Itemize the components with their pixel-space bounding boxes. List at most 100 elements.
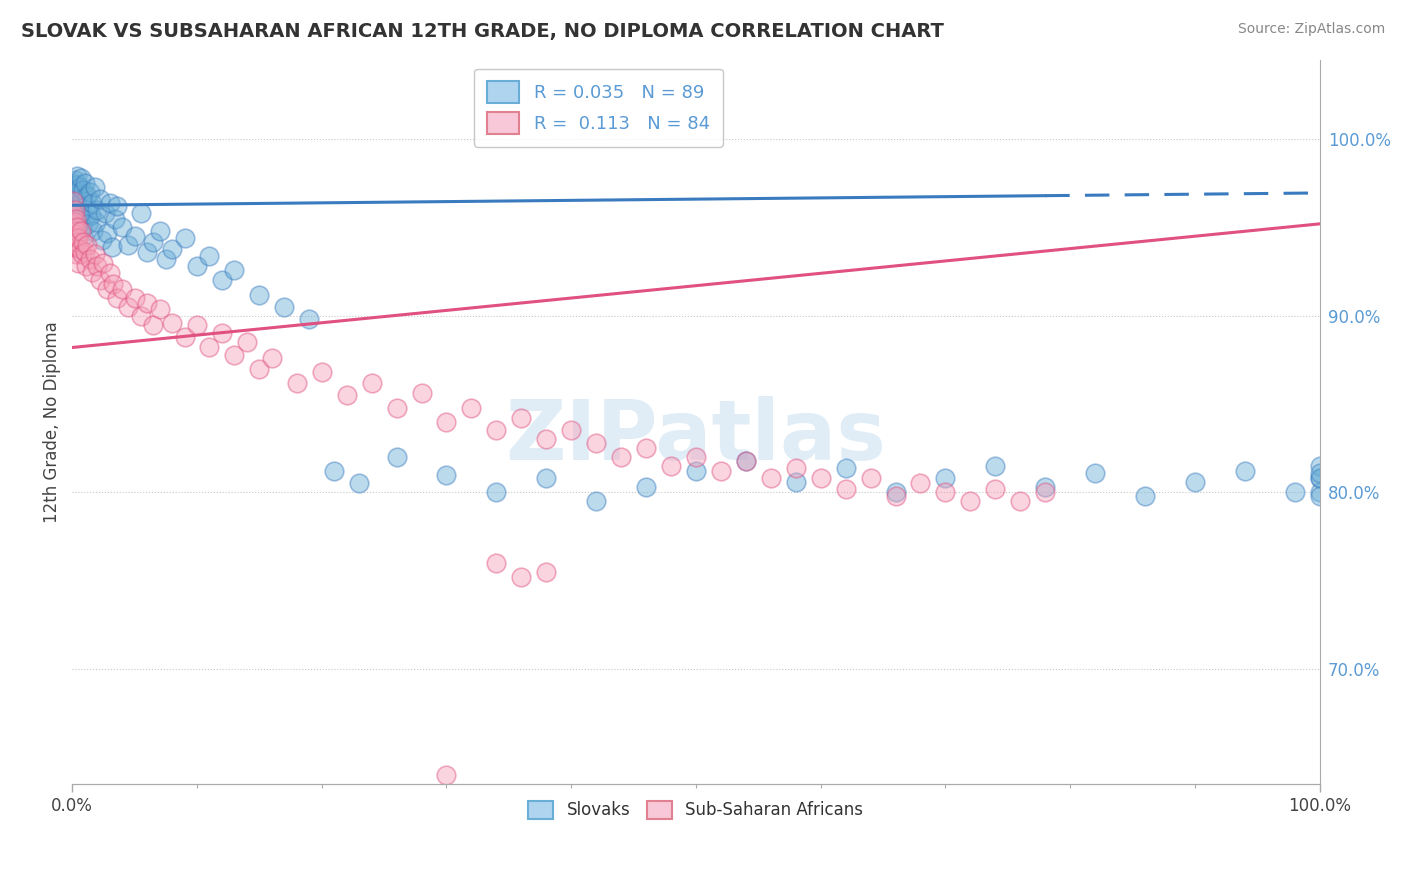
Point [105,199,128,213]
Point [63,202,86,217]
Point [62,202,84,217]
Point [411,386,433,401]
Point [585,494,607,508]
Point [1309,485,1331,500]
Point [129,309,152,323]
Point [63,240,86,254]
Text: Source: ZipAtlas.com: Source: ZipAtlas.com [1237,22,1385,37]
Point [91,233,114,247]
Point [79,252,101,267]
Point [585,435,607,450]
Point [323,464,346,478]
Point [98,266,121,280]
Point [70,224,93,238]
Point [96,282,118,296]
Point [173,330,195,344]
Point [77,217,100,231]
Point [83,247,105,261]
Point [436,467,458,482]
Point [93,206,115,220]
Point [834,482,856,496]
Point [103,277,125,291]
Point [129,206,152,220]
Point [124,229,146,244]
Point [66,235,89,249]
Point [1309,458,1331,473]
Point [1033,480,1056,494]
Point [80,208,103,222]
Point [634,441,657,455]
Point [984,458,1007,473]
Point [75,199,97,213]
Point [98,195,121,210]
Point [79,185,101,199]
Point [436,415,458,429]
Point [984,482,1007,496]
Point [485,485,508,500]
Point [124,291,146,305]
Point [101,240,124,254]
Text: SLOVAK VS SUBSAHARAN AFRICAN 12TH GRADE, NO DIPLOMA CORRELATION CHART: SLOVAK VS SUBSAHARAN AFRICAN 12TH GRADE,… [21,22,943,41]
Point [89,273,111,287]
Point [65,183,87,197]
Point [659,458,682,473]
Point [1033,485,1056,500]
Point [510,411,533,425]
Point [247,287,270,301]
Point [1284,485,1306,500]
Point [759,471,782,485]
Point [96,226,118,240]
Point [82,224,104,238]
Point [142,235,165,249]
Point [69,242,91,256]
Point [111,220,134,235]
Point [1010,494,1032,508]
Point [82,195,104,210]
Point [70,170,93,185]
Point [884,489,907,503]
Point [89,192,111,206]
Point [160,242,183,256]
Point [186,259,208,273]
Point [634,480,657,494]
Point [66,220,89,235]
Point [1309,471,1331,485]
Point [211,273,233,287]
Point [959,494,981,508]
Point [224,262,246,277]
Point [105,291,128,305]
Point [685,450,707,464]
Point [62,229,84,244]
Point [70,206,93,220]
Point [62,238,84,252]
Point [62,197,84,211]
Point [75,259,97,273]
Point [236,335,259,350]
Point [224,347,246,361]
Point [1309,466,1331,480]
Point [347,476,370,491]
Point [160,316,183,330]
Point [65,211,87,226]
Text: ZIPatlas: ZIPatlas [505,396,886,476]
Point [73,211,96,226]
Point [734,453,756,467]
Point [83,179,105,194]
Point [62,206,84,220]
Point [76,238,98,252]
Point [62,194,84,208]
Point [67,231,90,245]
Point [117,238,139,252]
Point [69,179,91,194]
Point [62,188,84,202]
Point [173,231,195,245]
Point [884,485,907,500]
Point [63,185,86,199]
Point [148,301,170,316]
Point [198,341,221,355]
Point [70,247,93,261]
Point [86,259,108,273]
Point [76,188,98,202]
Point [148,224,170,238]
Point [785,475,807,489]
